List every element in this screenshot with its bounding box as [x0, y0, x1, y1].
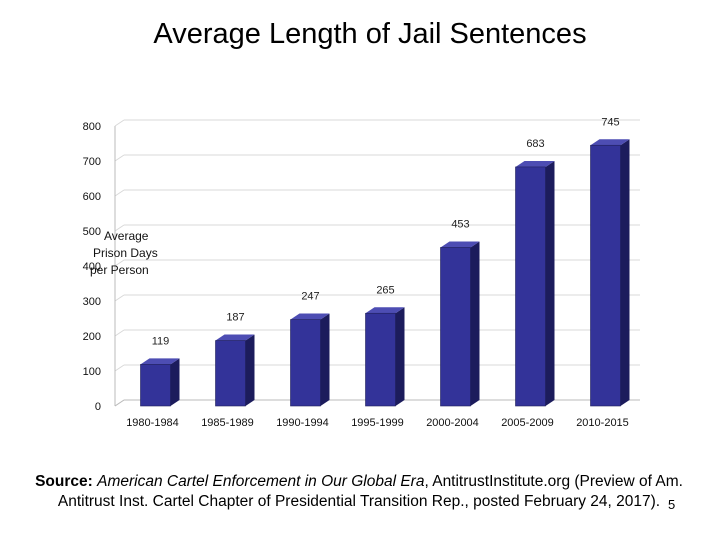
bar	[590, 139, 630, 407]
y-tick-label: 100	[83, 366, 101, 378]
bar-side	[245, 334, 255, 406]
y-tick-label: 800	[83, 121, 101, 133]
bar-top	[215, 334, 255, 341]
bar	[140, 358, 180, 407]
x-tick-labels: 1980-1984 1985-1989 1990-1994 1995-1999 2000…	[126, 417, 629, 429]
y-axis-label-line: per Person	[90, 263, 149, 277]
data-label: 745	[601, 116, 619, 128]
bar-side	[620, 139, 630, 406]
data-label: 683	[526, 138, 544, 150]
y-tick-labels: 0 100 200 300 400 500 600 700 800	[83, 121, 101, 413]
bar-top	[590, 139, 630, 146]
source-rest: , AntitrustInstitute.org (Preview of Am.…	[57, 473, 683, 510]
bar-front	[440, 247, 471, 407]
bar-top	[365, 307, 405, 314]
bar-front	[590, 144, 621, 407]
x-tick-label: 2000-2004	[426, 417, 479, 429]
source-note: Source: American Cartel Enforcement in O…	[14, 472, 704, 512]
bar-side	[170, 358, 180, 406]
gridline-depth	[114, 364, 125, 372]
data-label: 453	[451, 218, 469, 230]
y-axis-label-line: Average	[104, 229, 149, 243]
y-tick-label: 300	[83, 296, 101, 308]
chart-title: Average Length of Jail Sentences	[153, 18, 587, 50]
bar-top	[290, 313, 330, 320]
bar-top	[440, 241, 480, 248]
y-tick-label: 600	[83, 191, 101, 203]
gridline-depth	[114, 294, 125, 302]
bar-top	[515, 160, 555, 167]
gridline-depth	[114, 119, 125, 127]
bar	[365, 307, 405, 407]
y-tick-label: 0	[95, 401, 101, 413]
bar-side	[320, 313, 330, 406]
y-tick-label: 400	[83, 261, 101, 273]
floor-depth	[114, 399, 125, 407]
x-tick-label: 2010-2015	[576, 417, 629, 429]
bar-side	[470, 241, 480, 406]
x-tick-label: 1995-1999	[351, 417, 404, 429]
x-tick-label: 1985-1989	[201, 417, 254, 429]
bars	[140, 139, 630, 407]
bar	[290, 313, 330, 407]
gridline-depth	[114, 154, 125, 162]
source-title: American Cartel Enforcement in Our Globa…	[97, 473, 425, 490]
data-label: 187	[226, 312, 244, 324]
y-axis-label: Average Prison Days per Person	[90, 229, 158, 277]
bar	[515, 160, 555, 407]
y-tick-label: 200	[83, 331, 101, 343]
x-tick-label: 1990-1994	[276, 417, 329, 429]
x-tick-label: 2005-2009	[501, 417, 554, 429]
y-tick-label: 500	[83, 226, 101, 238]
gridline-depth	[114, 224, 125, 232]
data-label: 265	[376, 284, 394, 296]
gridline-depth	[114, 329, 125, 337]
gridline-depth	[114, 189, 125, 197]
y-axis-label-line: Prison Days	[93, 246, 158, 260]
bar-front	[515, 166, 546, 407]
bar-chart: 0 100 200 300 400 500 600 700 800 Average Prison …	[83, 116, 640, 429]
y-tick-label: 700	[83, 156, 101, 168]
source-lead: Source:	[35, 473, 93, 490]
bar-front	[365, 312, 396, 407]
bar-side	[395, 307, 405, 406]
x-tick-label: 1980-1984	[126, 417, 179, 429]
slide-number: 5	[668, 497, 676, 512]
bar-top	[140, 358, 180, 365]
data-label: 247	[301, 291, 319, 303]
bar	[440, 241, 480, 407]
bar-front	[140, 364, 171, 407]
data-label: 119	[152, 335, 170, 347]
bar-front	[290, 319, 321, 407]
bar-side	[545, 160, 555, 406]
gridline-depth	[114, 259, 125, 267]
bar-front	[215, 340, 246, 407]
bar	[215, 334, 255, 407]
data-labels: 119 187 247 265 453 683 745	[152, 116, 620, 347]
